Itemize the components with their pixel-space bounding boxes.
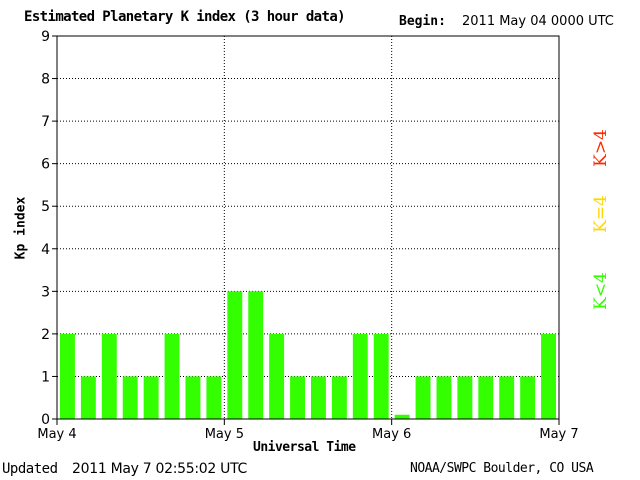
kp-bar xyxy=(101,333,117,419)
kp-bar xyxy=(499,376,515,419)
y-tick-label: 8 xyxy=(41,72,50,88)
y-axis: 0 1 2 3 4 5 6 7 8 9 xyxy=(41,29,57,428)
kp-bar xyxy=(290,376,305,419)
y-tick-label: 7 xyxy=(41,114,50,130)
source-credit: NOAA/SWPC Boulder, CO USA xyxy=(410,461,594,476)
y-tick-label: 0 xyxy=(41,412,50,428)
kp-bar xyxy=(478,376,494,419)
kp-bar xyxy=(311,376,326,419)
plot-frame xyxy=(56,35,560,420)
kp-bar xyxy=(436,376,452,419)
updated-label: Updated xyxy=(2,461,58,477)
kp-bar xyxy=(520,376,536,419)
kp-bar xyxy=(352,333,368,419)
kp-bar xyxy=(122,376,138,419)
updated-value: 2011 May 7 02:55:02 UTC xyxy=(72,461,248,477)
x-tick-label: May 4 xyxy=(37,427,76,442)
kp-bar xyxy=(331,376,347,419)
legend-k-greater-than-4: K>4 xyxy=(591,129,611,167)
kp-bar xyxy=(60,333,75,419)
grid-lines xyxy=(57,35,559,419)
y-tick-label: 1 xyxy=(41,369,50,385)
kp-bar xyxy=(269,333,285,419)
begin-label: Begin: xyxy=(399,14,446,29)
kp-bar xyxy=(164,333,180,419)
chart-title: Estimated Planetary K index (3 hour data… xyxy=(24,9,346,25)
y-tick-label: 6 xyxy=(41,157,50,173)
y-tick-label: 9 xyxy=(41,29,50,45)
y-tick-label: 2 xyxy=(41,327,50,343)
kp-bar xyxy=(227,291,243,419)
kp-bar xyxy=(373,333,389,419)
x-axis-label: Universal Time xyxy=(253,440,356,455)
kp-bar xyxy=(415,376,431,419)
kp-bar xyxy=(394,414,410,419)
kp-bar xyxy=(457,376,473,419)
y-axis-label: Kp index xyxy=(13,196,29,260)
kp-bar xyxy=(248,291,264,419)
y-tick-label: 4 xyxy=(41,242,50,258)
bars-group xyxy=(60,291,556,419)
kp-bar xyxy=(80,376,96,419)
kp-bar xyxy=(541,333,556,419)
x-tick-label: May 6 xyxy=(372,427,411,442)
kp-bar xyxy=(185,376,201,419)
x-axis: May 4 May 5 May 6 May 7 xyxy=(37,419,579,442)
begin-value: 2011 May 04 0000 UTC xyxy=(462,14,614,29)
y-tick-label: 3 xyxy=(41,284,50,300)
x-tick-label: May 5 xyxy=(205,427,244,442)
y-tick-label: 5 xyxy=(41,199,50,215)
legend-k-equals-4: K=4 xyxy=(591,195,611,233)
legend-k-less-than-4: K<4 xyxy=(591,272,611,310)
kp-bar xyxy=(143,376,159,419)
plot-area xyxy=(57,36,559,419)
kp-bar xyxy=(206,376,222,419)
x-tick-label: May 7 xyxy=(539,427,578,442)
